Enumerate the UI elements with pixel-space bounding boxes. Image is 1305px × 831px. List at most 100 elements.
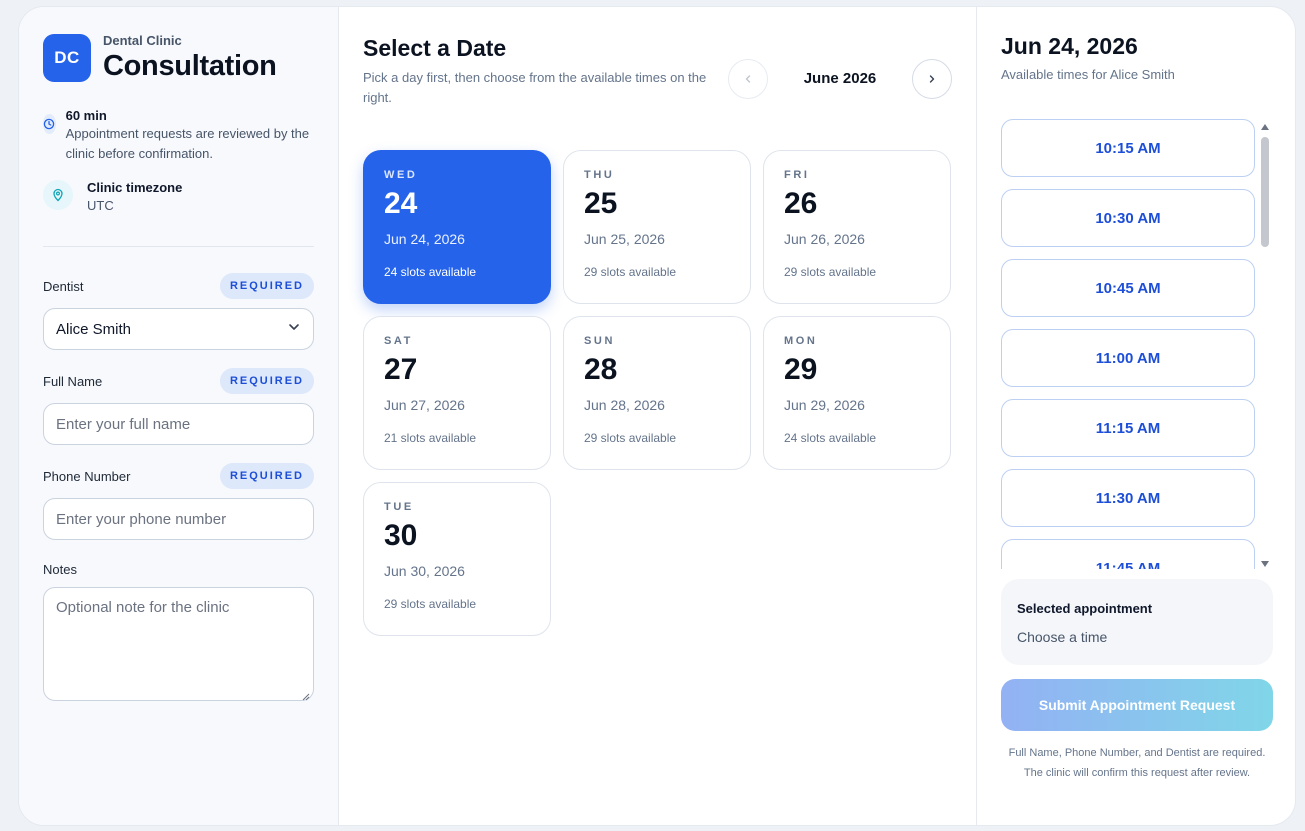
day-slot-count: 29 slots available xyxy=(584,265,677,279)
location-pin-icon xyxy=(43,180,73,210)
divider xyxy=(43,246,314,247)
time-slot-button[interactable]: 10:45 AM xyxy=(1001,259,1255,317)
day-full-date: Jun 25, 2026 xyxy=(584,231,665,247)
duration-info: 60 min Appointment requests are reviewed… xyxy=(43,108,314,164)
day-card-26[interactable]: FRI 26 Jun 26, 2026 29 slots available xyxy=(763,150,951,304)
booking-sidebar: DC Dental Clinic Consultation 60 min App… xyxy=(19,7,339,825)
day-number: 27 xyxy=(384,353,418,386)
day-card-25[interactable]: THU 25 Jun 25, 2026 29 slots available xyxy=(563,150,751,304)
day-weekday: SAT xyxy=(384,335,413,347)
timezone-info: Clinic timezone UTC xyxy=(43,180,314,216)
time-slot-button[interactable]: 10:15 AM xyxy=(1001,119,1255,177)
date-picker-title: Select a Date xyxy=(363,35,507,61)
day-weekday: TUE xyxy=(384,501,414,513)
notes-textarea[interactable]: Optional note for the clinic xyxy=(43,587,314,701)
time-slot-button[interactable]: 10:30 AM xyxy=(1001,189,1255,247)
day-number: 29 xyxy=(784,353,818,386)
full-name-label: Full Name xyxy=(43,373,103,389)
required-badge: REQUIRED xyxy=(219,368,314,394)
prev-month-button[interactable] xyxy=(728,58,768,99)
scroll-up-arrow-icon[interactable] xyxy=(1261,124,1269,130)
submit-appointment-button[interactable]: Submit Appointment Request xyxy=(1001,679,1273,731)
clinic-logo: DC xyxy=(43,33,91,82)
dentist-select[interactable]: Alice Smith xyxy=(43,308,314,350)
day-full-date: Jun 26, 2026 xyxy=(784,231,865,247)
available-times-subtitle: Available times for Alice Smith xyxy=(1001,67,1175,82)
timezone-label: Clinic timezone xyxy=(87,180,183,195)
chevron-right-icon xyxy=(929,74,935,83)
clock-icon xyxy=(43,114,56,134)
timezone-value: UTC xyxy=(87,198,114,213)
notes-label: Notes xyxy=(43,562,77,577)
time-slot-button[interactable]: 11:30 AM xyxy=(1001,469,1255,527)
day-number: 24 xyxy=(384,187,418,220)
chevron-left-icon xyxy=(745,74,751,83)
chevron-down-icon xyxy=(287,320,301,338)
dentist-label: Dentist xyxy=(43,278,84,294)
day-card-29[interactable]: MON 29 Jun 29, 2026 24 slots available xyxy=(763,316,951,470)
required-badge: REQUIRED xyxy=(219,273,314,299)
duration-value: 60 min xyxy=(65,108,107,123)
day-full-date: Jun 24, 2026 xyxy=(384,231,465,247)
review-note: Appointment requests are reviewed by the… xyxy=(65,126,310,161)
day-number: 30 xyxy=(384,519,418,552)
scroll-down-arrow-icon[interactable] xyxy=(1261,561,1269,567)
full-name-placeholder: Enter your full name xyxy=(56,415,191,433)
day-full-date: Jun 30, 2026 xyxy=(384,563,465,579)
scrollbar-thumb[interactable] xyxy=(1261,137,1269,247)
resize-handle-icon[interactable] xyxy=(301,688,310,701)
phone-input[interactable]: Enter your phone number xyxy=(43,498,314,540)
brand-header: DC Dental Clinic Consultation xyxy=(43,33,314,82)
day-card-28[interactable]: SUN 28 Jun 28, 2026 29 slots available xyxy=(563,316,751,470)
day-number: 25 xyxy=(584,187,618,220)
selected-appointment-summary: Selected appointment Choose a time xyxy=(1001,579,1273,665)
month-navigation: June 2026 xyxy=(728,49,952,108)
day-slot-count: 29 slots available xyxy=(584,431,677,445)
notes-field-header: Notes xyxy=(43,562,314,577)
time-slot-list[interactable]: 10:15 AM 10:30 AM 10:45 AM 11:00 AM 11:1… xyxy=(1001,119,1255,569)
next-month-button[interactable] xyxy=(912,58,952,99)
time-slot-button[interactable]: 11:00 AM xyxy=(1001,329,1255,387)
phone-placeholder: Enter your phone number xyxy=(56,510,227,528)
day-number: 26 xyxy=(784,187,818,220)
submit-footnote: Full Name, Phone Number, and Dentist are… xyxy=(1008,747,1266,779)
required-badge: REQUIRED xyxy=(219,463,314,489)
full-name-input[interactable]: Enter your full name xyxy=(43,403,314,445)
page-title: Consultation xyxy=(103,50,277,82)
dentist-field-header: Dentist REQUIRED xyxy=(43,273,314,299)
name-field-header: Full Name REQUIRED xyxy=(43,368,314,394)
summary-title: Selected appointment xyxy=(1017,601,1153,616)
phone-field-header: Phone Number REQUIRED xyxy=(43,463,314,489)
clinic-name: Dental Clinic xyxy=(103,33,182,48)
day-card-30[interactable]: TUE 30 Jun 30, 2026 29 slots available xyxy=(363,482,551,636)
time-picker-panel: Jun 24, 2026 Available times for Alice S… xyxy=(977,7,1295,825)
current-month: June 2026 xyxy=(803,70,877,87)
day-slot-count: 24 slots available xyxy=(384,265,477,279)
date-picker-subtitle: Pick a day first, then choose from the a… xyxy=(363,70,707,105)
day-weekday: MON xyxy=(784,335,818,347)
day-slot-count: 29 slots available xyxy=(384,597,477,611)
dentist-select-value: Alice Smith xyxy=(56,320,132,338)
notes-placeholder: Optional note for the clinic xyxy=(56,599,230,616)
date-picker-panel: Select a Date Pick a day first, then cho… xyxy=(339,7,977,825)
summary-value: Choose a time xyxy=(1017,629,1108,645)
day-weekday: SUN xyxy=(584,335,616,347)
selected-date-heading: Jun 24, 2026 xyxy=(1001,33,1138,59)
day-card-27[interactable]: SAT 27 Jun 27, 2026 21 slots available xyxy=(363,316,551,470)
day-weekday: THU xyxy=(584,169,615,181)
day-grid: WED 24 Jun 24, 2026 24 slots available T… xyxy=(363,150,952,636)
phone-label: Phone Number xyxy=(43,468,131,484)
day-full-date: Jun 27, 2026 xyxy=(384,397,465,413)
day-slot-count: 24 slots available xyxy=(784,431,877,445)
time-slot-button[interactable]: 11:45 AM xyxy=(1001,539,1255,569)
day-weekday: FRI xyxy=(784,169,810,181)
day-card-24[interactable]: WED 24 Jun 24, 2026 24 slots available xyxy=(363,150,551,304)
time-slot-button[interactable]: 11:15 AM xyxy=(1001,399,1255,457)
day-slot-count: 21 slots available xyxy=(384,431,477,445)
day-full-date: Jun 29, 2026 xyxy=(784,397,865,413)
day-number: 28 xyxy=(584,353,618,386)
day-weekday: WED xyxy=(384,169,418,181)
day-slot-count: 29 slots available xyxy=(784,265,877,279)
time-list-scrollbar[interactable] xyxy=(1258,119,1272,569)
day-full-date: Jun 28, 2026 xyxy=(584,397,665,413)
